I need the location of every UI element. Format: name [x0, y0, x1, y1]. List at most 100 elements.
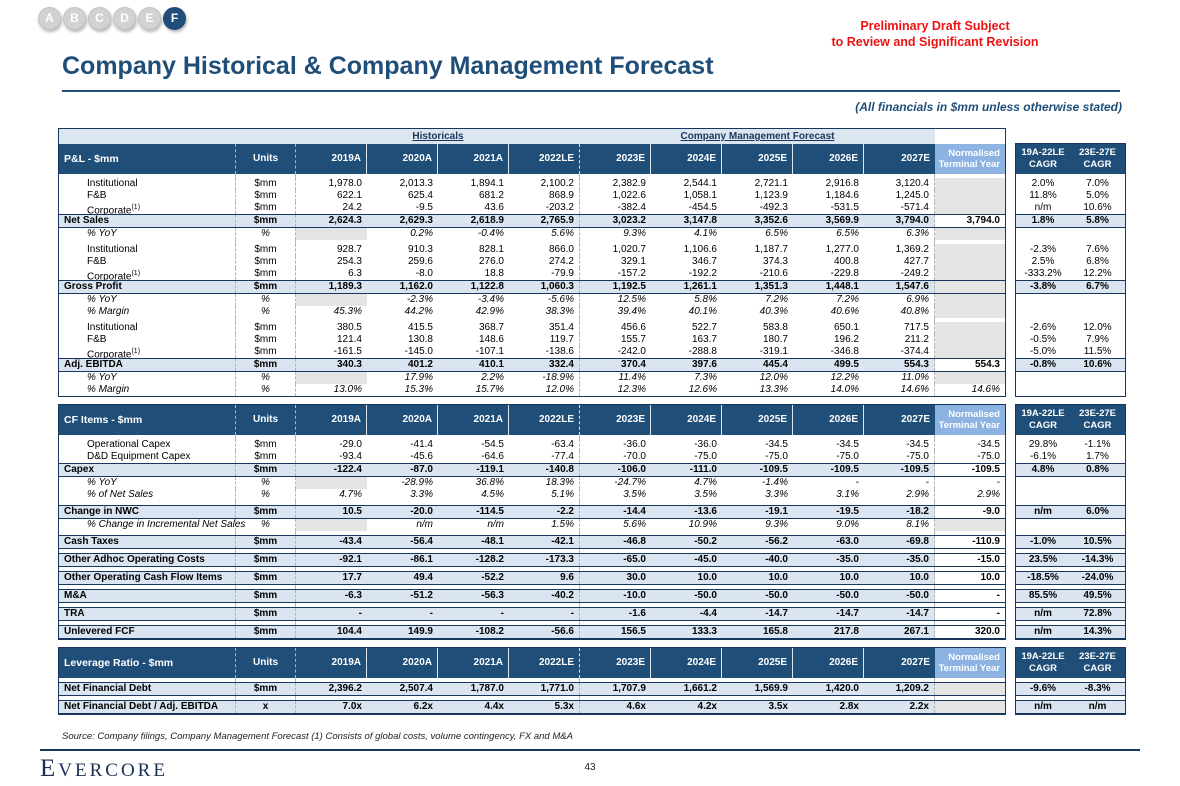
spacer-cell [651, 603, 722, 607]
year-header: 2026E [793, 405, 864, 435]
spacer-cell [935, 585, 1005, 589]
spacer-cell [296, 549, 367, 553]
row-label: Other Adhoc Operating Costs [59, 554, 236, 566]
cagr-header-1: 23E-27E CAGR [1070, 648, 1125, 678]
value-cell: 374.3 [762, 256, 788, 267]
value-cell: -4.4 [651, 608, 722, 620]
value-cell: 868.9 [509, 190, 580, 202]
value-cell: 15.3% [404, 384, 433, 395]
value-cell: -35.0 [793, 554, 864, 566]
value-cell: -107.1 [475, 346, 504, 357]
value-cell: 1,547.6 [864, 281, 935, 293]
cagr-cell: -1.0% [1016, 536, 1070, 548]
spacer-cell [367, 621, 438, 625]
value-cell: 163.7 [691, 334, 717, 345]
value-cell: -19.5 [793, 506, 864, 518]
value-cell: -63.0 [793, 536, 864, 548]
cagr-cell [1070, 477, 1125, 489]
value-cell: -114.5 [438, 506, 509, 518]
value-cell: 12.2% [830, 372, 859, 383]
spacer-cell [509, 501, 580, 505]
year-header: 2019A [296, 648, 367, 678]
cagr-header-line: 19A-22LE [1021, 651, 1065, 662]
spacer-cell [580, 621, 651, 625]
value-cell: 121.4 [336, 334, 362, 345]
value-cell: -128.2 [438, 554, 509, 566]
value-cell: -571.4 [864, 202, 935, 214]
value-cell: 1,771.0 [509, 683, 580, 695]
value-cell: 2,013.3 [399, 178, 433, 189]
value-cell: -8.0 [415, 268, 433, 279]
row-unit: % [236, 306, 296, 318]
cagr-cell: n/m [1016, 608, 1070, 620]
value-cell: n/m [487, 519, 504, 530]
spacer-cell [864, 585, 935, 589]
value-cell: -9.5 [415, 202, 433, 213]
cagr-cell: -24.0% [1070, 572, 1125, 584]
cagr-header-0: 19A-22LE CAGR [1016, 144, 1070, 174]
value-cell: 5.1% [509, 489, 580, 501]
year-header: 2020A [367, 405, 438, 435]
cagr-cell: 0.8% [1070, 464, 1125, 476]
cagr-row [1016, 294, 1125, 306]
value-cell: -374.4 [864, 346, 935, 358]
value-cell: -50.2 [651, 536, 722, 548]
row-label: Corporate(1) [59, 268, 236, 282]
row-label: % YoY [59, 228, 236, 240]
nty-cell [935, 334, 1005, 346]
row-unit: $mm [236, 464, 296, 476]
cagr-row: -1.0% 10.5% [1016, 535, 1125, 549]
spacer-cell [722, 603, 793, 607]
value-cell: -43.4 [296, 536, 367, 548]
year-header: 2027E [901, 414, 930, 425]
cagr-cell: 72.8% [1070, 608, 1125, 620]
cagr-row: 11.8% 5.0% [1016, 190, 1125, 202]
banner-spacer [59, 129, 296, 144]
value-cell: 1,123.9 [754, 190, 788, 201]
value-cell: 456.6 [620, 322, 646, 333]
value-cell: 10.5 [296, 506, 367, 518]
spacer-cell [580, 531, 651, 535]
value-cell: 149.9 [367, 626, 438, 638]
value-cell: 6.3% [864, 228, 935, 240]
row-label: Net Sales [59, 215, 236, 227]
spacer-cell [793, 621, 864, 625]
value-cell: 415.5 [407, 322, 433, 333]
row-label: Gross Profit [59, 281, 236, 293]
spacer-cell [580, 585, 651, 589]
nty-header: Normalised Terminal Year [935, 144, 1005, 174]
row-label: Institutional [59, 322, 236, 334]
spacer-row [59, 678, 1005, 682]
spacer-cell [236, 435, 296, 439]
value-cell: 6.2x [367, 701, 438, 713]
row-label: Change in NWC [59, 506, 236, 518]
value-cell: -288.8 [688, 346, 717, 357]
nty-cell: -109.5 [935, 464, 1005, 476]
value-cell: -109.5 [722, 464, 793, 476]
spacer-cell [793, 531, 864, 535]
value-cell: -14.7 [864, 608, 935, 620]
value-cell: -18.2 [864, 506, 935, 518]
row-unit: $mm [236, 268, 296, 280]
slide-tab-e: E [138, 7, 161, 30]
cagr-header-line: CAGR [1029, 158, 1057, 170]
nty-cell [935, 701, 1005, 713]
units-header: Units [236, 648, 296, 678]
cagr-cell: -3.8% [1016, 281, 1070, 293]
spacer-cell [59, 240, 236, 244]
value-cell: 5.6% [623, 519, 646, 530]
nty-cell: 10.0 [935, 572, 1005, 584]
value-cell: -2.3% [406, 294, 433, 305]
table-row: % YoY% 0.2% -0.4% 5.6% 9.3% 4.1% 6.5% 6.5% 6.3% [59, 228, 1005, 240]
value-cell: -54.5 [481, 439, 504, 450]
cagr-cell: -333.2% [1024, 268, 1062, 279]
cagr-cell [1070, 372, 1125, 384]
value-cell: 165.8 [722, 626, 793, 638]
value-cell: 427.7 [864, 256, 935, 268]
value-cell: 3,120.4 [864, 178, 935, 190]
value-cell: 1,184.6 [825, 190, 859, 201]
row-label: Net Financial Debt / Adj. EBITDA [59, 701, 236, 713]
spacer-cell [509, 240, 580, 244]
value-cell: -1.6 [580, 608, 651, 620]
cagr-header-line: CAGR [1083, 158, 1112, 170]
